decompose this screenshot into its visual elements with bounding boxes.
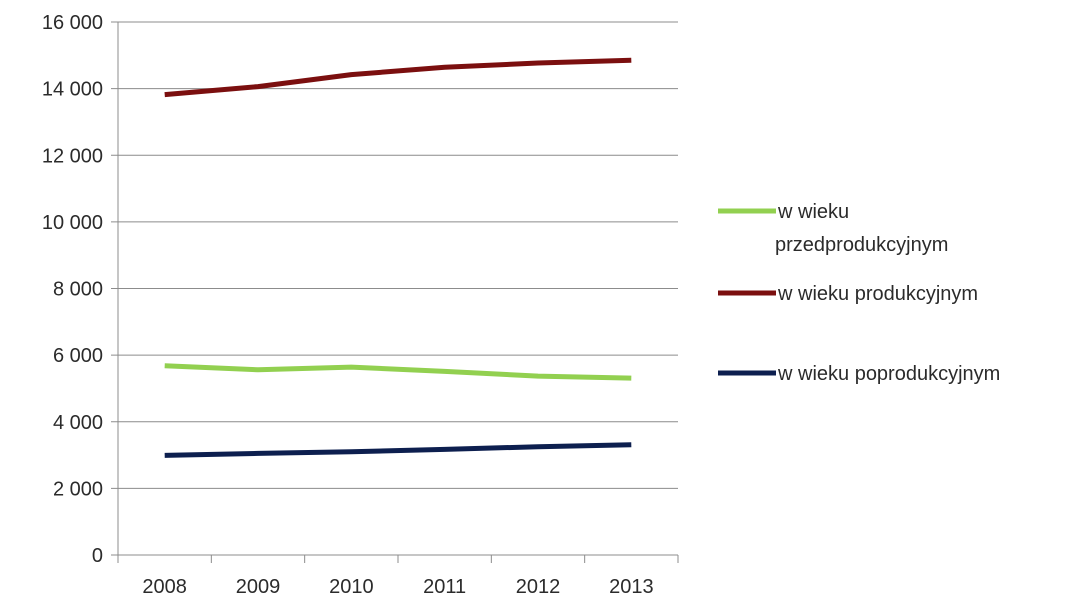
legend-label: w wieku bbox=[777, 201, 849, 223]
series-lines bbox=[164, 57, 632, 458]
x-tick-label: 2008 bbox=[142, 576, 187, 598]
x-tick-label: 2012 bbox=[516, 576, 561, 598]
y-tick-label: 16 000 bbox=[42, 12, 103, 34]
legend-label: przedprodukcyjnym bbox=[775, 234, 948, 256]
x-tick-label: 2010 bbox=[329, 576, 374, 598]
y-tick-label: 4 000 bbox=[53, 412, 103, 434]
x-tick-labels: 2008 2009 2010 2011 2012 2013 bbox=[142, 576, 653, 598]
x-tick-label: 2011 bbox=[423, 576, 466, 598]
series-line bbox=[164, 57, 632, 98]
series-line bbox=[164, 442, 632, 458]
y-tick-label: 0 bbox=[92, 545, 103, 567]
legend-label: w wieku produkcyjnym bbox=[777, 283, 978, 305]
y-tick-label: 12 000 bbox=[42, 145, 103, 167]
y-tick-label: 14 000 bbox=[42, 79, 103, 101]
y-tick-label: 6 000 bbox=[53, 345, 103, 367]
series-line bbox=[164, 363, 632, 381]
x-tick-label: 2013 bbox=[609, 576, 654, 598]
axes bbox=[111, 21, 679, 563]
x-tick-label: 2009 bbox=[236, 576, 281, 598]
legend-label: w wieku poprodukcyjnym bbox=[777, 363, 1000, 385]
y-tick-labels: 0 2 000 4 000 6 000 8 000 10 000 12 000 14 000 1… bbox=[42, 12, 103, 567]
legend: w wieku przedprodukcyjnym w wieku produkcy… bbox=[718, 201, 1000, 385]
y-tick-label: 10 000 bbox=[42, 212, 103, 234]
y-tick-label: 2 000 bbox=[53, 478, 103, 500]
y-tick-label: 8 000 bbox=[53, 279, 103, 301]
